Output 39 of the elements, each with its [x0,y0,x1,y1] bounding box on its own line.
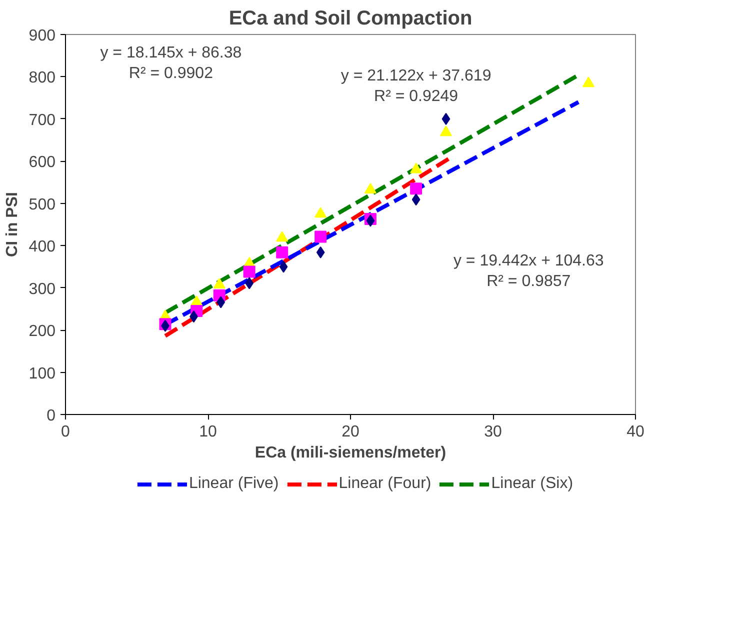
point [412,194,420,206]
point [316,246,325,258]
y-tick-label: 800 [28,70,56,87]
x-tick-label: 0 [61,424,70,440]
y-tick-label: 300 [28,280,56,298]
point [314,230,327,243]
point [213,278,226,289]
annotation: y = 18.145x + 86.38 R² = 0.9902 [100,44,242,82]
x-tick-label: 20 [342,424,360,440]
legend-label: Linear (Four) [338,475,432,493]
annotation: y = 21.122x + 37.619 R² = 0.9249 [340,68,492,106]
x-tick-label: 10 [199,424,217,440]
annotation: y = 19.442x + 104.63 R² = 0.9857 [453,252,604,290]
point [582,76,594,88]
x-axis-title: ECa (mili-siemens/meter) [254,444,446,462]
chart-title: ECa and Soil Compaction [228,8,472,30]
point [279,260,288,273]
x-tick-label: 30 [484,424,502,440]
y-tick-label: 400 [28,238,56,256]
y-tick-label: 500 [28,196,56,214]
point [276,246,288,258]
y-tick-label: 600 [28,154,56,172]
point [243,266,256,278]
point [410,162,422,174]
legend-label: Linear (Six) [491,475,574,493]
y-tick-label: 700 [28,112,56,129]
point [410,182,422,195]
y-tick-label: 900 [28,28,56,44]
x-tick-label: 40 [626,424,644,440]
point [364,183,376,194]
y-tick-label: 0 [46,408,56,424]
point [442,112,450,125]
y-tick-label: 200 [28,323,56,340]
point [314,207,327,218]
point [440,126,452,136]
y-tick-label: 100 [28,365,56,382]
point [276,231,288,242]
legend-label: Linear (Five) [188,475,279,493]
y-axis-title: CI in PSI [4,192,21,257]
